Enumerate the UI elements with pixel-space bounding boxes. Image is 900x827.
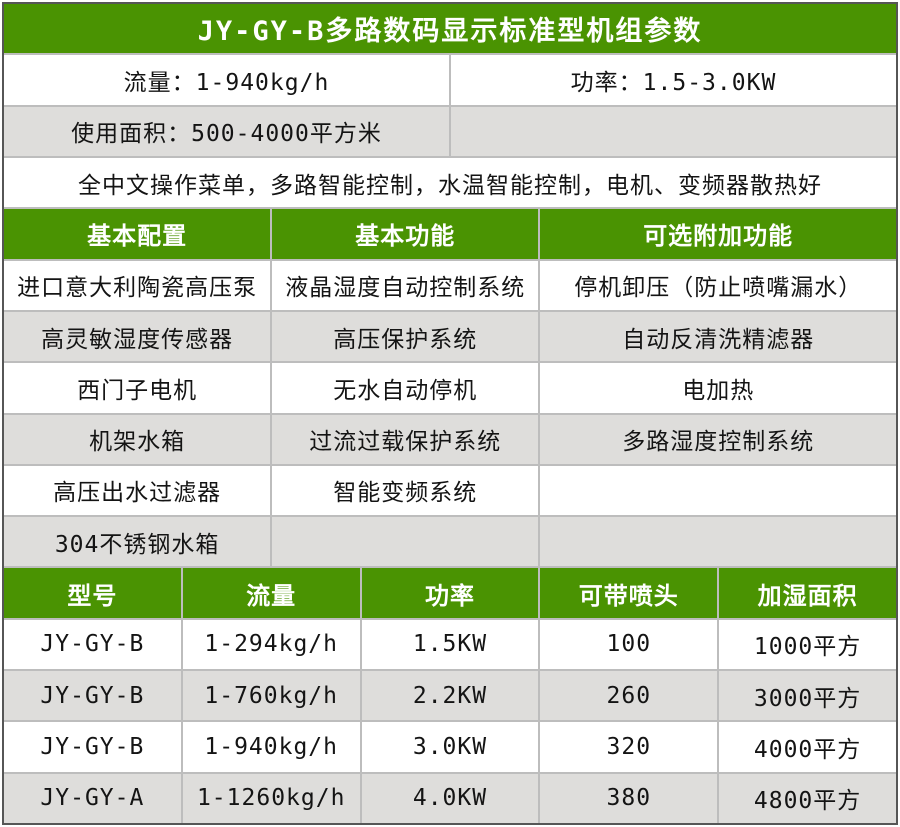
model-cell: 1.5KW: [361, 619, 539, 670]
model-cell: 1-760kg/h: [182, 671, 360, 721]
area-empty-cell: [450, 106, 896, 156]
config-cell: 多路湿度控制系统: [540, 414, 896, 464]
model-cell: 3.0KW: [361, 722, 539, 772]
model-cell: 4800平方: [719, 773, 896, 823]
config-cell: 西门子电机: [4, 363, 271, 413]
model-cell: 100: [540, 619, 718, 670]
model-cell: JY-GY-B: [4, 671, 181, 721]
model-cell: 1-940kg/h: [182, 722, 360, 772]
config-cell: [272, 517, 539, 567]
config-cell: 智能变频系统: [272, 465, 539, 516]
config-cell: 无水自动停机: [272, 363, 539, 413]
config-cell: 机架水箱: [4, 414, 271, 464]
features-cell: 全中文操作菜单，多路智能控制，水温智能控制，电机、变频器散热好: [4, 157, 896, 208]
power-summary-cell: 功率：1.5-3.0KW: [450, 55, 896, 105]
config-header-basic-function: 基本功能: [272, 209, 539, 259]
model-header-flow: 流量: [182, 568, 360, 618]
model-header-nozzles: 可带喷头: [540, 568, 718, 618]
model-cell: JY-GY-A: [4, 773, 181, 823]
model-cell: 1-294kg/h: [182, 619, 360, 670]
model-cell: JY-GY-B: [4, 722, 181, 772]
config-cell: 高灵敏湿度传感器: [4, 311, 271, 362]
model-cell: 3000平方: [719, 671, 896, 721]
config-cell: 过流过载保护系统: [272, 414, 539, 464]
flow-summary-cell: 流量：1-940kg/h: [4, 55, 449, 105]
model-cell: 4000平方: [719, 722, 896, 772]
config-cell: [540, 465, 896, 516]
model-cell: JY-GY-B: [4, 619, 181, 670]
model-header-model: 型号: [4, 568, 181, 618]
model-cell: 380: [540, 773, 718, 823]
config-header-optional: 可选附加功能: [540, 209, 896, 259]
model-header-area: 加湿面积: [719, 568, 896, 618]
area-summary-cell: 使用面积：500-4000平方米: [4, 106, 449, 156]
model-header-power: 功率: [361, 568, 539, 618]
config-cell: 进口意大利陶瓷高压泵: [4, 260, 271, 310]
table-title: JY-GY-B多路数码显示标准型机组参数: [4, 4, 896, 54]
config-cell: 高压出水过滤器: [4, 465, 271, 516]
model-cell: 2.2KW: [361, 671, 539, 721]
config-header-basic-config: 基本配置: [4, 209, 271, 259]
model-cell: 320: [540, 722, 718, 772]
config-cell: 电加热: [540, 363, 896, 413]
model-cell: 4.0KW: [361, 773, 539, 823]
config-cell: 停机卸压（防止喷嘴漏水）: [540, 260, 896, 310]
config-cell: [540, 517, 896, 567]
config-cell: 高压保护系统: [272, 311, 539, 362]
config-cell: 液晶湿度自动控制系统: [272, 260, 539, 310]
model-cell: 1-1260kg/h: [182, 773, 360, 823]
model-cell: 1000平方: [719, 619, 896, 670]
config-cell: 304不锈钢水箱: [4, 517, 271, 567]
model-cell: 260: [540, 671, 718, 721]
config-cell: 自动反清洗精滤器: [540, 311, 896, 362]
